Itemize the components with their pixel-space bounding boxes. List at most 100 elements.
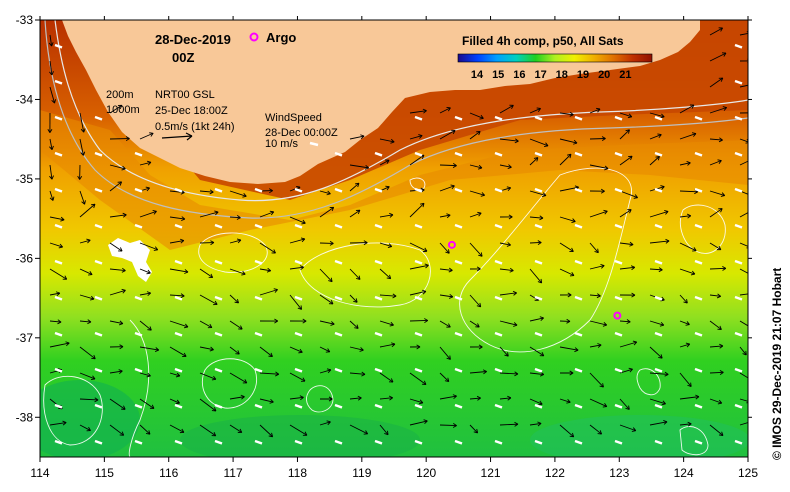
current-arrow	[709, 27, 723, 36]
current-arrowhead	[121, 405, 126, 410]
lon-label: 125	[738, 466, 758, 480]
current-arrowhead	[574, 347, 579, 353]
current-arrow	[319, 346, 330, 353]
current-arrow	[109, 104, 123, 114]
current-arrow	[199, 190, 214, 193]
wind-marker	[134, 403, 143, 409]
wind-marker	[574, 223, 583, 229]
current-arrowhead	[390, 138, 395, 144]
current-arrowhead	[509, 267, 514, 273]
current-arrowhead	[152, 210, 157, 215]
current-arrowhead	[146, 372, 151, 378]
current-arrow	[49, 342, 70, 348]
current-arrowhead	[149, 132, 154, 137]
wind-marker	[94, 331, 103, 337]
colorbar-tick-label: 19	[577, 69, 589, 81]
current-arrowhead	[80, 151, 86, 156]
current-arrow	[409, 264, 429, 270]
current-arrowhead	[452, 423, 457, 428]
current-arrowhead	[695, 394, 700, 400]
current-arrow	[289, 346, 303, 353]
current-arrow	[169, 424, 185, 433]
current-arrow	[559, 138, 578, 144]
current-arrow	[109, 181, 122, 192]
wind-marker	[334, 367, 343, 373]
current-arrow	[619, 112, 632, 118]
wind-marker	[214, 223, 223, 229]
current-arrow	[349, 268, 361, 280]
wind-marker	[574, 151, 583, 157]
current-arrowhead	[357, 395, 362, 401]
current-arrowhead	[88, 271, 93, 276]
current-arrowhead	[685, 342, 691, 348]
current-arrow	[319, 268, 333, 282]
current-arrowhead	[266, 267, 272, 273]
current-arrow	[79, 372, 96, 380]
current-arrowhead	[361, 371, 366, 377]
wind-marker	[494, 367, 503, 373]
argo-legend-marker	[249, 32, 259, 42]
current-arrowhead	[418, 134, 423, 139]
wind-marker	[374, 223, 383, 229]
current-arrow	[259, 289, 278, 296]
current-arrowhead	[717, 325, 722, 331]
current-arrowhead	[237, 428, 243, 433]
current-arrowhead	[477, 211, 482, 217]
current-arrowhead	[717, 399, 723, 405]
current-arrowhead	[512, 290, 517, 296]
current-arrow	[709, 77, 724, 88]
current-arrow	[349, 209, 361, 218]
current-arrow	[739, 372, 748, 379]
current-arrowhead	[182, 352, 187, 357]
current-arrow	[169, 216, 185, 220]
current-arrowhead	[507, 164, 512, 170]
current-arrowhead	[537, 240, 542, 246]
wind-marker	[534, 115, 543, 121]
contour-legend-200m: 200m	[106, 89, 134, 101]
current-arrowhead	[722, 266, 727, 271]
ssh-contours	[43, 167, 726, 457]
current-arrowhead	[328, 300, 334, 305]
current-arrow	[199, 211, 219, 218]
current-arrowhead	[513, 322, 518, 327]
wind-marker	[294, 367, 303, 373]
current-arrow	[499, 423, 519, 426]
current-arrow	[139, 210, 157, 218]
wind-marker	[294, 295, 303, 301]
wind-marker	[374, 367, 383, 373]
current-arrowhead	[269, 210, 275, 216]
current-arrow	[379, 294, 397, 297]
current-arrowhead	[364, 164, 370, 170]
current-arrow	[409, 202, 425, 218]
current-arrowhead	[268, 352, 273, 358]
current-arrowhead	[119, 431, 125, 436]
wind-marker	[494, 403, 503, 409]
current-arrowhead	[478, 252, 483, 257]
current-arrowhead	[354, 324, 359, 329]
current-arrowhead	[421, 380, 427, 385]
current-arrowhead	[749, 273, 753, 277]
wind-marker	[174, 187, 183, 193]
current-arrowhead	[274, 318, 279, 324]
colorbar-tick-label: 18	[556, 69, 568, 81]
lat-label: -36	[16, 251, 34, 265]
current-arrow	[49, 216, 65, 221]
wind-marker	[534, 439, 543, 445]
colorbar-tick-label: 15	[492, 69, 504, 81]
wind-marker	[54, 439, 63, 445]
current-arrow	[349, 397, 362, 400]
current-arrowhead	[90, 375, 96, 381]
current-arrow	[739, 398, 748, 402]
current-arrowhead	[236, 238, 242, 244]
current-arrow	[79, 239, 91, 244]
current-arrowhead	[389, 321, 394, 327]
wind-marker	[214, 259, 223, 265]
current-arrow	[739, 422, 748, 426]
current-arrowhead	[506, 242, 511, 247]
current-arrowhead	[65, 341, 70, 347]
current-arrowhead	[302, 318, 307, 324]
current-arrowhead	[446, 107, 451, 112]
current-arrow	[589, 242, 599, 253]
current-arrowhead	[242, 193, 247, 198]
current-legend: NRT00 GSL 25-Dec 18:00Z 0.5m/s (1kt 24h)	[155, 89, 234, 141]
